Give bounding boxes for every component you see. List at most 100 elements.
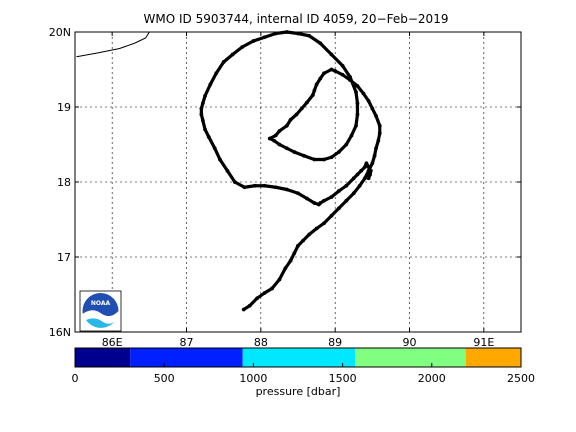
colorbar-segment <box>75 348 131 367</box>
track-point <box>203 127 207 132</box>
colorbar-label: pressure [dbar] <box>256 385 341 398</box>
track-point <box>376 138 381 143</box>
track-point <box>262 291 267 295</box>
colorbar-tick-label: 0 <box>72 372 79 385</box>
track-point <box>273 31 278 36</box>
track-point <box>333 69 338 73</box>
noaa-logo-text: NOAA <box>91 300 111 307</box>
track-point <box>366 99 371 103</box>
track-point <box>377 123 382 128</box>
colorbar-tick-label: 500 <box>154 372 175 385</box>
track-point <box>354 123 358 128</box>
track-point <box>312 88 317 93</box>
track-point <box>273 133 278 138</box>
colorbar-segment <box>465 348 521 367</box>
track-point <box>318 76 323 81</box>
track-point <box>296 243 300 248</box>
track-point <box>296 31 300 36</box>
float-track-points <box>199 30 382 312</box>
colorbar-segment <box>242 348 356 367</box>
track-point <box>206 135 211 139</box>
track-point <box>370 161 375 166</box>
track-point <box>212 146 217 151</box>
colorbar-tick-label: 1000 <box>239 372 267 385</box>
track-point <box>348 78 352 82</box>
track-point <box>294 112 299 117</box>
chart-title: WMO ID 5903744, internal ID 4059, 20−Feb… <box>144 12 449 26</box>
track-point <box>336 206 341 211</box>
track-point <box>200 118 205 123</box>
track-point <box>251 39 256 43</box>
track-point <box>355 172 360 177</box>
track-point <box>199 112 204 117</box>
colorbar-tick-label: 2000 <box>418 372 446 385</box>
track-point <box>351 176 356 181</box>
track-point <box>301 238 306 243</box>
track-point <box>284 187 289 192</box>
track-point <box>344 142 349 147</box>
y-tick-label: 20N <box>49 26 71 39</box>
y-tick-label: 19 <box>57 101 71 114</box>
track-point <box>354 90 358 94</box>
track-point <box>329 213 334 218</box>
track-point <box>364 161 369 166</box>
track-point <box>252 183 257 188</box>
track-point <box>232 180 237 184</box>
track-point <box>305 196 309 201</box>
track-point <box>272 138 277 143</box>
track-point <box>322 198 326 203</box>
x-tick-label: 86E <box>102 336 123 349</box>
track-point <box>344 183 349 188</box>
map-axes: 86E 87 88 89 90 91E 16N 17 18 19 20N NOAA <box>49 26 522 349</box>
track-point <box>288 117 293 122</box>
y-tick-label: 18 <box>57 176 71 189</box>
track-point <box>302 153 306 158</box>
x-tick-label: 91E <box>473 336 494 349</box>
track-point <box>336 189 341 193</box>
track-point <box>359 168 364 173</box>
track-point <box>344 198 349 203</box>
track-point <box>270 286 274 291</box>
track-point <box>366 165 371 169</box>
track-point <box>368 172 373 177</box>
track-point <box>372 153 377 158</box>
track-point <box>247 303 252 308</box>
track-point <box>262 35 267 40</box>
track-point <box>199 106 204 111</box>
x-tick-label: 87 <box>180 336 194 349</box>
track-point <box>329 52 334 57</box>
track-point <box>357 183 362 188</box>
x-tick-label: 90 <box>403 336 417 349</box>
track-point <box>255 296 260 301</box>
track-point <box>200 101 205 106</box>
x-axis: 86E 87 88 89 90 91E <box>102 32 494 349</box>
track-point <box>363 165 367 169</box>
track-point <box>322 221 326 226</box>
colorbar-segments <box>75 348 521 367</box>
track-point <box>318 201 323 205</box>
track-point <box>363 176 367 181</box>
track-point <box>312 157 317 162</box>
track-point <box>312 201 317 205</box>
track-point <box>351 191 356 196</box>
track-point <box>355 112 360 117</box>
track-point <box>225 168 230 173</box>
track-point <box>284 123 289 128</box>
track-point <box>292 150 297 154</box>
track-point <box>218 157 222 162</box>
track-point <box>329 67 334 72</box>
colorbar-segment <box>130 348 243 367</box>
track-point <box>267 136 272 141</box>
x-tick-label: 88 <box>254 336 268 349</box>
track-point <box>314 226 319 231</box>
track-point <box>277 129 282 133</box>
colorbar-tick-label: 2500 <box>507 372 535 385</box>
coastline <box>76 31 150 58</box>
track-point <box>277 142 282 147</box>
track-point <box>221 60 226 64</box>
track-point <box>240 45 245 49</box>
colorbar-frame <box>74 347 522 368</box>
colorbar-segment <box>355 348 466 367</box>
track-point <box>377 131 382 136</box>
